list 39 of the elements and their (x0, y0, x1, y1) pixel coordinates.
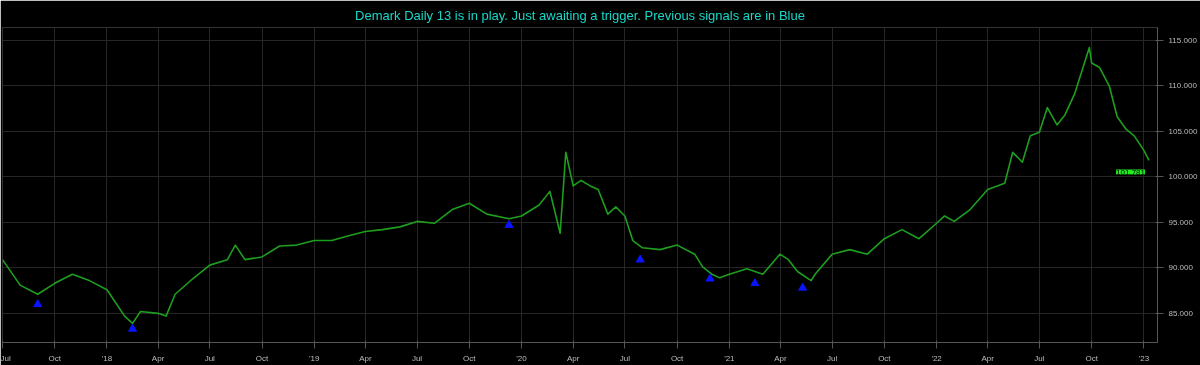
x-tick-label: Apr (359, 353, 372, 363)
x-tick-label: '20 (516, 353, 528, 363)
x-tick-label: Apr (774, 353, 788, 363)
point (635, 254, 645, 263)
x-tick-label: Oct (1085, 353, 1099, 363)
y-tick-label: 110.000 (1168, 81, 1198, 91)
x-tick-label: '23 (1138, 353, 1150, 363)
x-tick-label: Jul (827, 353, 838, 363)
y-tick-label: 90.000 (1168, 263, 1194, 273)
x-tick-label: Apr (981, 353, 995, 363)
point (504, 219, 514, 228)
x-tick-label: '22 (931, 353, 943, 363)
x-tick-label: Apr (566, 353, 580, 363)
x-tick-label: Jul (619, 353, 631, 363)
x-tick-label: Jul (204, 353, 216, 363)
x-tick-label: Apr (151, 353, 165, 363)
chart-title: Demark Daily 13 is in play. Just awaiting a trigger. Previous signals are in Blue (355, 7, 805, 23)
annotation: 101.781 (1116, 167, 1146, 177)
x-tick-label: Jul (411, 353, 423, 363)
y-tick-label: 95.000 (1168, 217, 1194, 227)
point (750, 278, 760, 287)
point (705, 273, 715, 282)
x-tick-label: Oct (48, 353, 62, 363)
x-tick-label: '18 (101, 353, 113, 363)
x-tick-label: Jul (1034, 353, 1045, 363)
x-tick-label: Jul (0, 353, 11, 363)
x-tick-label: '19 (309, 353, 321, 363)
x-tick-label: Oct (255, 353, 270, 363)
point (128, 323, 138, 332)
x-tick-label: '21 (724, 353, 736, 363)
y-tick-label: 85.000 (1168, 308, 1194, 318)
x-tick-label: Oct (670, 353, 685, 363)
point (798, 282, 808, 291)
y-tick-label: 115.000 (1168, 35, 1198, 45)
point (33, 299, 43, 308)
y-tick-label: 100.000 (1168, 172, 1198, 182)
x-tick-label: Oct (463, 353, 477, 363)
x-tick-label: Oct (878, 353, 892, 363)
y-tick-label: 105.000 (1168, 126, 1198, 136)
